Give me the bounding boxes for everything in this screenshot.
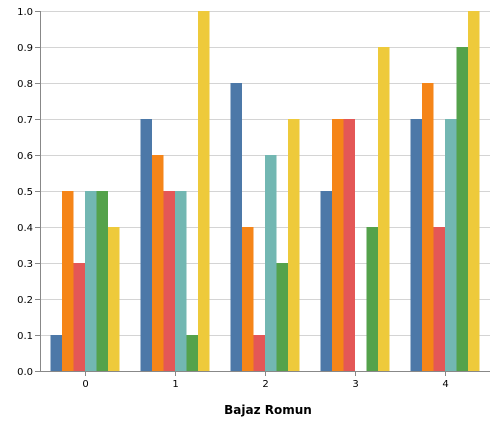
bar: [276, 263, 288, 371]
x-tick-label: 3: [352, 379, 358, 390]
bars: [50, 11, 480, 371]
bar: [468, 11, 480, 371]
bar: [242, 227, 254, 371]
bar: [433, 227, 445, 371]
bar: [456, 47, 468, 371]
bar: [320, 191, 332, 371]
bar: [343, 119, 355, 371]
y-tick-label: 0.9: [17, 43, 33, 54]
y-tick-label: 0.0: [17, 367, 33, 378]
bar: [445, 119, 457, 371]
y-tick-label: 1.0: [17, 7, 33, 18]
bar: [265, 155, 277, 371]
bar: [163, 191, 175, 371]
bar: [73, 263, 85, 371]
y-tick-label: 0.1: [17, 331, 33, 342]
bar: [152, 155, 164, 371]
bar: [140, 119, 152, 371]
bar: [62, 191, 74, 371]
bar: [253, 335, 265, 371]
x-axis-title: Bajaz Romun: [224, 403, 312, 417]
x-tick-label: 4: [442, 379, 448, 390]
axes: 0.0 0.1 0.2 0.3 0.4 0.5 0.6 0.7 0.8 0.9 1.0 0 1 2 3 4: [17, 7, 490, 390]
bar: [378, 47, 390, 371]
y-tick-label: 0.8: [17, 79, 33, 90]
y-tick-label: 0.3: [17, 259, 33, 270]
bar: [175, 191, 187, 371]
y-tick-label: 0.5: [17, 187, 33, 198]
bar: [108, 227, 120, 371]
y-tick-label: 0.4: [17, 223, 33, 234]
bar: [50, 335, 62, 371]
bar: [96, 191, 108, 371]
bar: [366, 227, 378, 371]
bar: [288, 119, 300, 371]
bar: [198, 11, 210, 371]
y-tick-label: 0.6: [17, 151, 33, 162]
bar: [230, 83, 242, 371]
bar: [422, 83, 434, 371]
x-tick-label: 1: [172, 379, 178, 390]
x-tick-label: 0: [82, 379, 88, 390]
y-tick-label: 0.7: [17, 115, 33, 126]
y-tick-label: 0.2: [17, 295, 33, 306]
bar: [85, 191, 97, 371]
bar: [410, 119, 422, 371]
bar: [332, 119, 344, 371]
bar: [186, 335, 198, 371]
x-tick-label: 2: [262, 379, 268, 390]
